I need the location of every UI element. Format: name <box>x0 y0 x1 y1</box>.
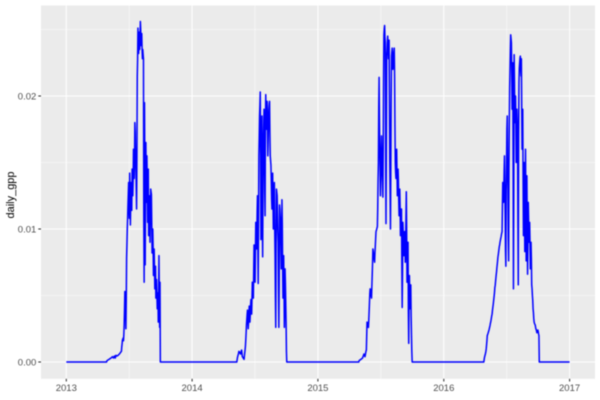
svg-text:2013: 2013 <box>56 383 77 394</box>
svg-text:0.02: 0.02 <box>18 91 37 102</box>
svg-text:2016: 2016 <box>433 383 454 394</box>
svg-text:2014: 2014 <box>182 383 203 394</box>
svg-text:daily_gpp: daily_gpp <box>5 171 17 218</box>
svg-text:2017: 2017 <box>559 383 580 394</box>
svg-text:2015: 2015 <box>307 383 328 394</box>
svg-text:0.01: 0.01 <box>18 224 37 235</box>
svg-text:0.00: 0.00 <box>18 357 37 368</box>
